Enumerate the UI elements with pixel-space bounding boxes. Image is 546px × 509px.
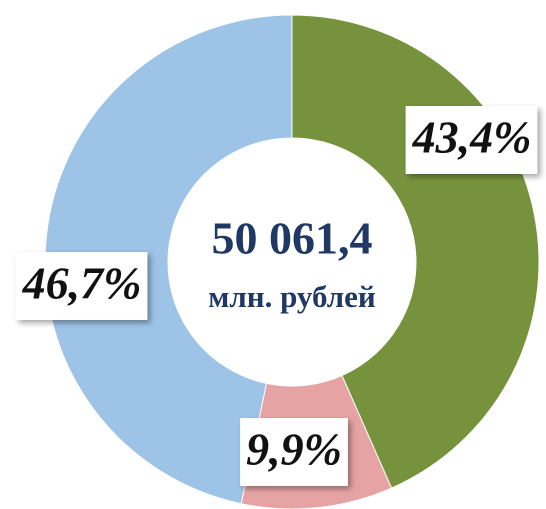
label-box <box>15 252 148 320</box>
value-label: 43,4% <box>412 112 532 163</box>
slice <box>44 14 293 505</box>
label-box <box>240 418 348 486</box>
label-box <box>405 106 538 174</box>
labels: 43,4% 9,9% 46,7% <box>15 106 538 486</box>
value-label: 9,9% <box>246 424 342 475</box>
center-unit: млн. рублей <box>208 279 376 314</box>
center-value: 50 061,4 <box>212 213 373 264</box>
value-label: 46,7% <box>22 258 142 309</box>
